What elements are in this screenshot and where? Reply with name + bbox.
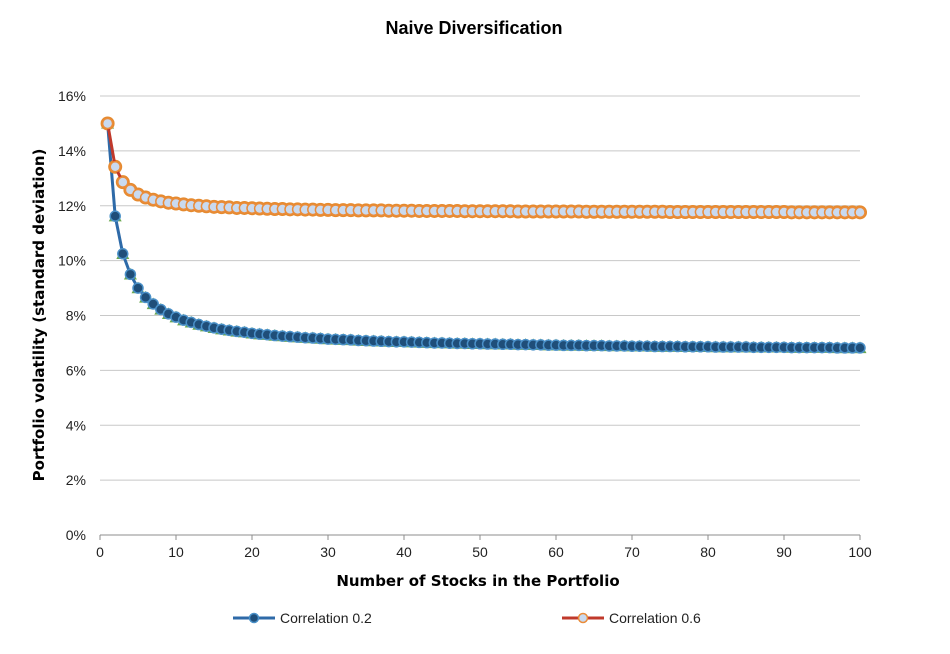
data-point	[117, 248, 129, 260]
y-tick-label: 12%	[58, 198, 86, 214]
data-point	[101, 117, 114, 130]
y-tick-label: 16%	[58, 88, 86, 104]
series-correlation-0-2	[101, 116, 867, 354]
legend-item-correlation-0-2: Correlation 0.2	[233, 610, 372, 626]
x-tick-label: 40	[396, 544, 412, 560]
x-tick-label: 20	[244, 544, 260, 560]
y-tick-label: 6%	[66, 362, 86, 378]
x-tick-label: 30	[320, 544, 336, 560]
y-tick-label: 10%	[58, 253, 86, 269]
y-tick-label: 0%	[66, 527, 86, 543]
legend-label: Correlation 0.6	[609, 610, 701, 626]
y-tick-label: 14%	[58, 143, 86, 159]
x-tick-label: 80	[700, 544, 716, 560]
chart-title: Naive Diversification	[385, 18, 562, 38]
x-tick-label: 60	[548, 544, 564, 560]
axes: 0% 2% 4% 6% 8% 10% 12% 14% 16% 0 10 20 30 40 50 60 70 80 9…	[58, 88, 872, 560]
x-tick-label: 90	[776, 544, 792, 560]
x-tick-label: 10	[168, 544, 184, 560]
x-tick-label: 100	[848, 544, 872, 560]
x-tick-label: 50	[472, 544, 488, 560]
data-point	[109, 210, 121, 222]
x-tick-label: 0	[96, 544, 104, 560]
x-tick-label: 70	[624, 544, 640, 560]
data-point	[854, 342, 866, 354]
data-point	[139, 291, 152, 304]
data-point	[147, 298, 159, 310]
y-axis-title: Portfolio volatility (standard deviation…	[30, 149, 48, 482]
y-tick-label: 2%	[66, 472, 86, 488]
series-line	[106, 123, 860, 214]
legend-swatch-marker	[577, 612, 589, 624]
x-axis-title: Number of Stocks in the Portfolio	[336, 572, 619, 590]
data-point	[117, 176, 129, 188]
data-point	[124, 268, 137, 281]
y-tick-label: 8%	[66, 308, 86, 324]
y-tick-label: 4%	[66, 417, 86, 433]
series-layer	[100, 116, 867, 354]
data-point	[854, 206, 866, 219]
legend-item-correlation-0-6: Correlation 0.6	[562, 610, 701, 626]
series-line	[106, 123, 860, 350]
gridlines	[100, 95, 860, 481]
legend-swatch-marker	[248, 612, 260, 624]
series-correlation-0-6	[100, 116, 867, 220]
legend: Correlation 0.2 Correlation 0.6	[233, 610, 701, 626]
data-point	[132, 282, 144, 294]
data-point	[109, 161, 121, 173]
legend-label: Correlation 0.2	[280, 610, 372, 626]
